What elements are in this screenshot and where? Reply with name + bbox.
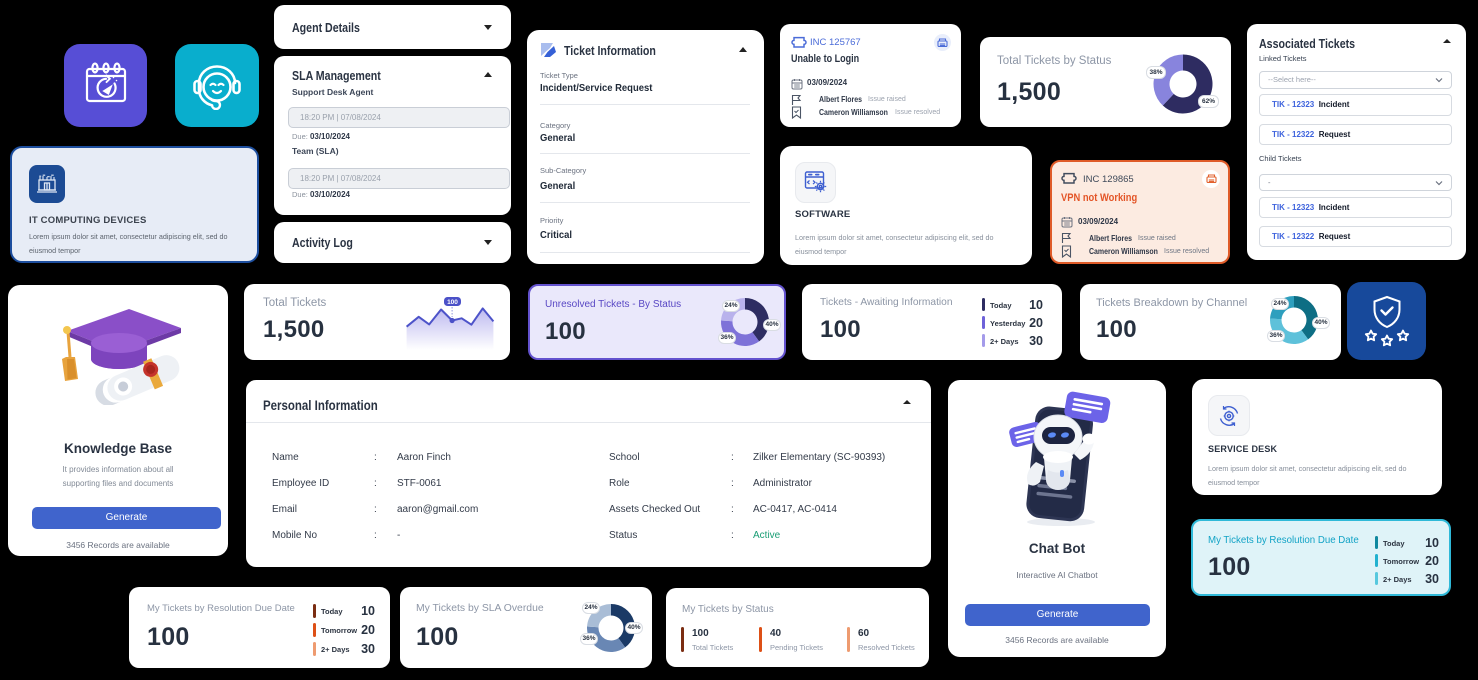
svg-text:100: 100 <box>447 299 458 306</box>
